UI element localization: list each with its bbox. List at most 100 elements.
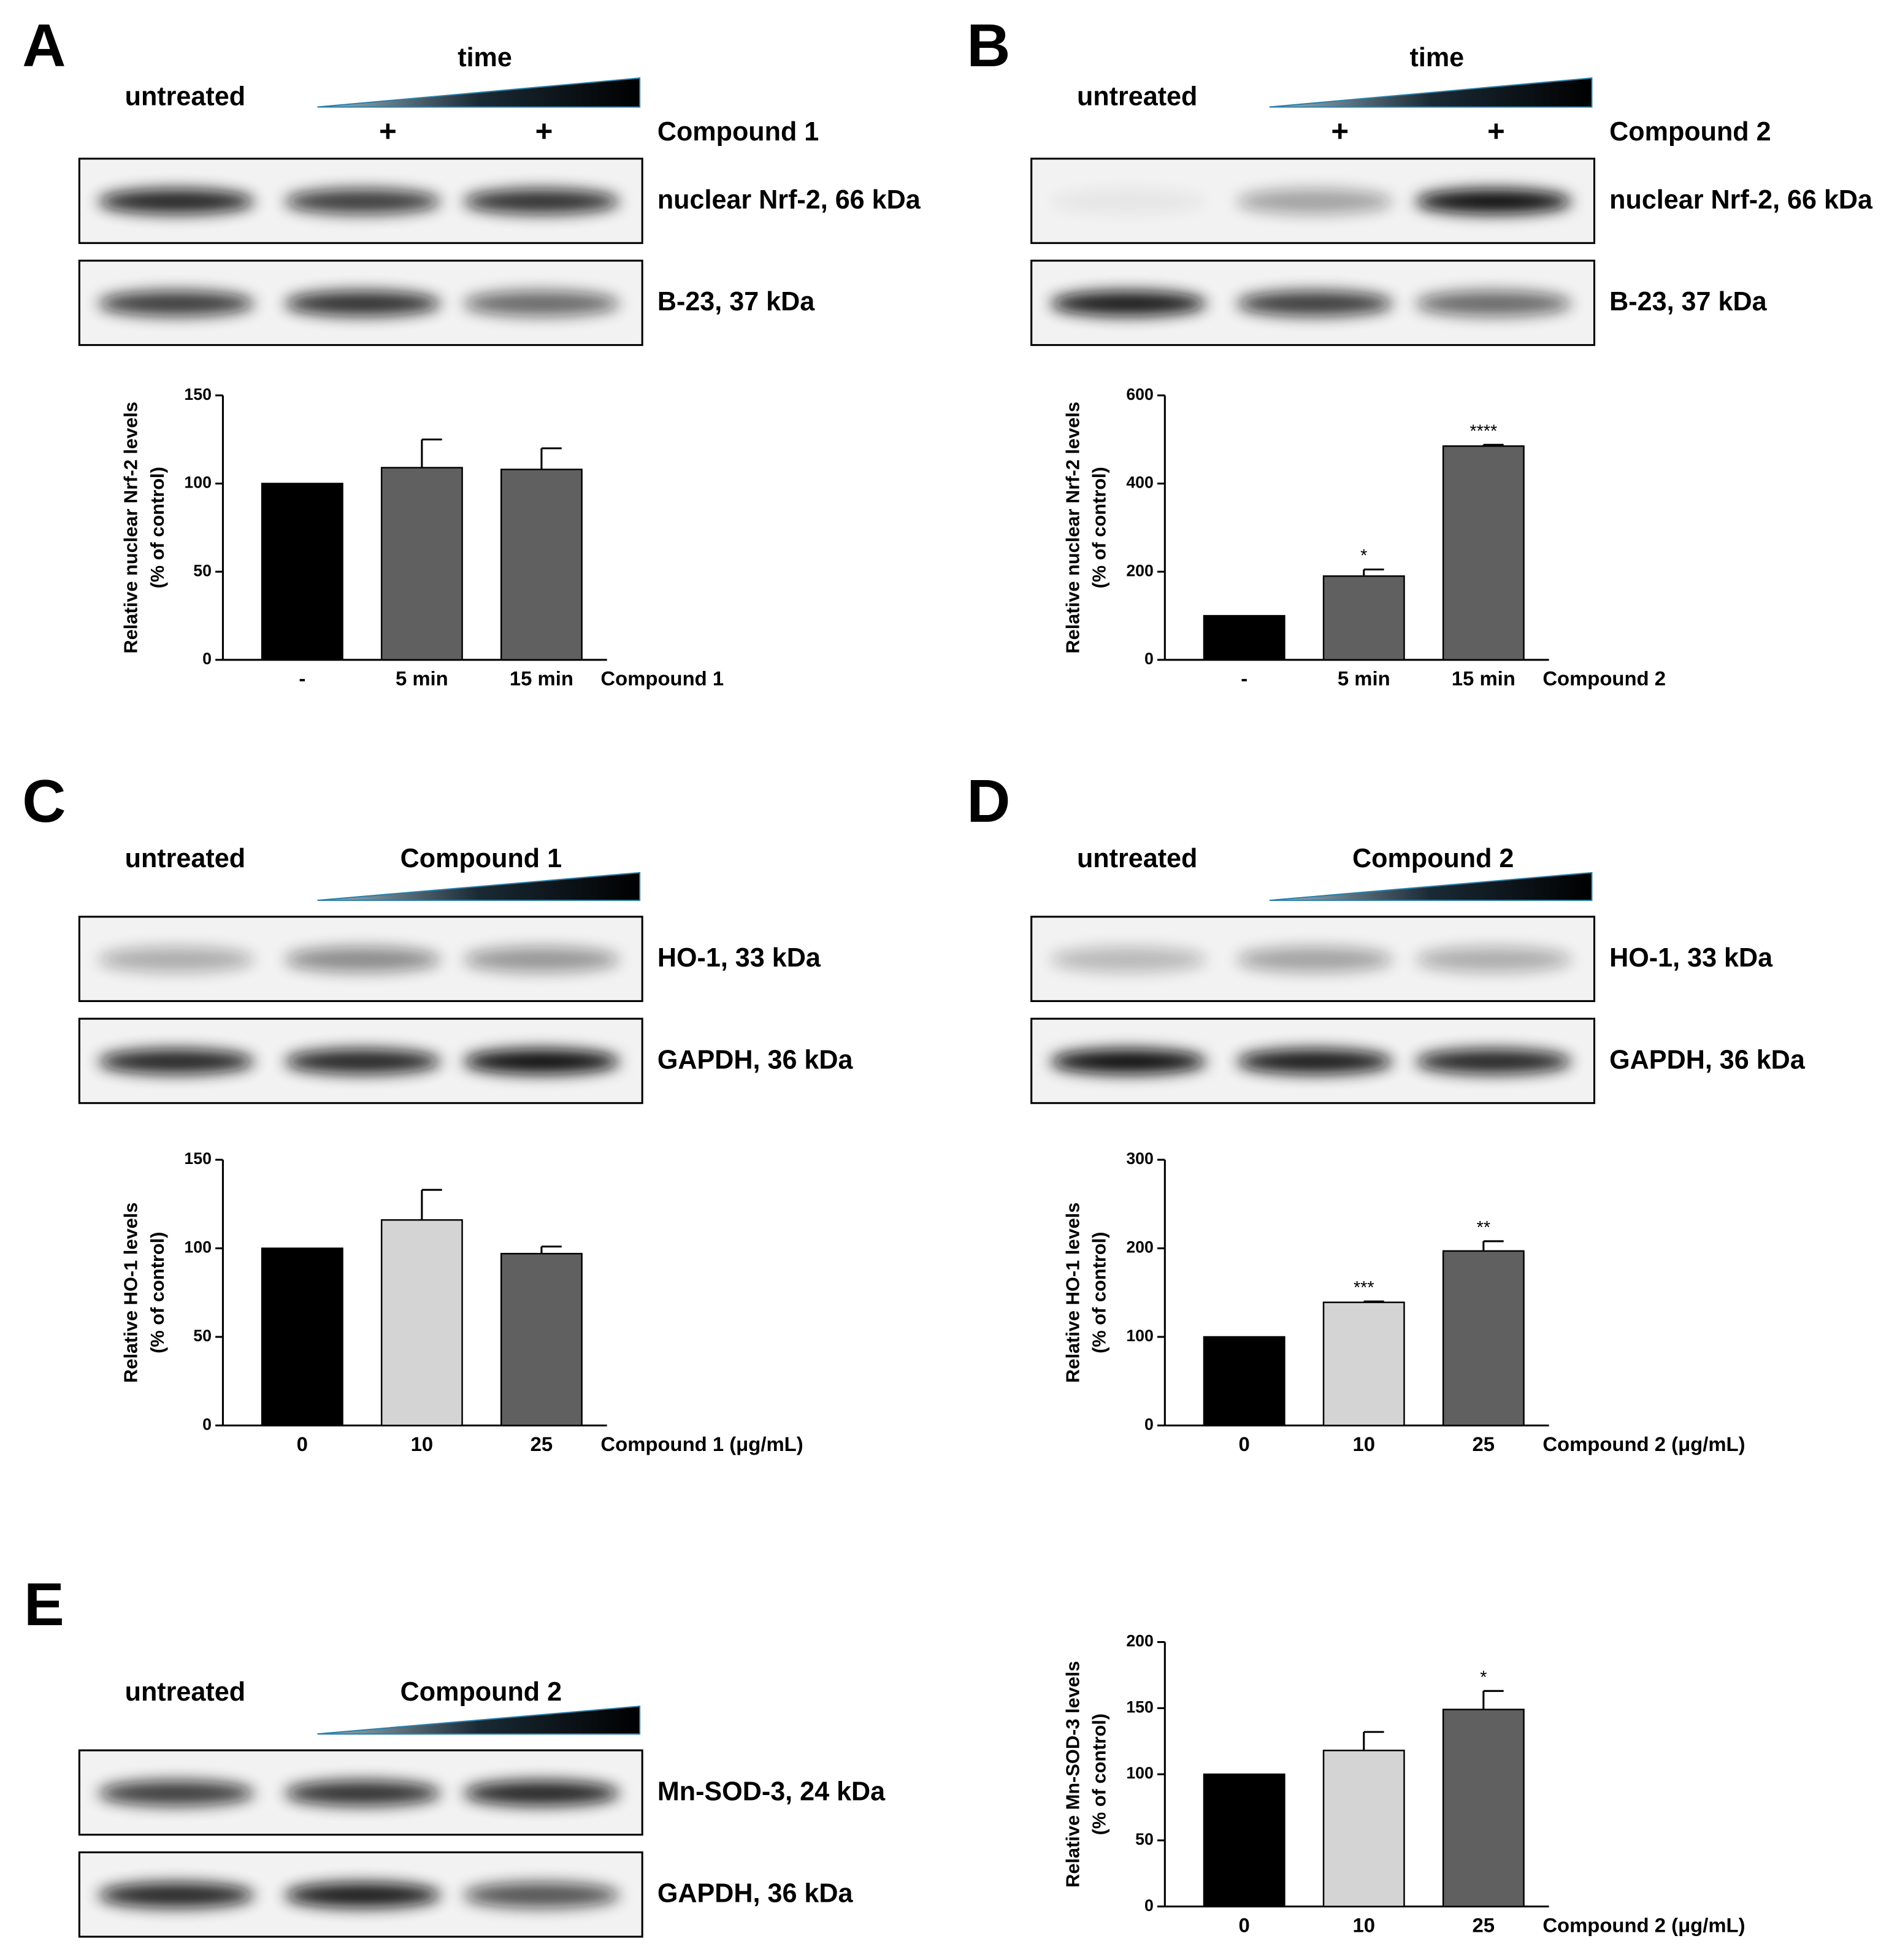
- y-tick-label: 100: [1126, 1764, 1154, 1782]
- blot-band: [285, 1882, 441, 1908]
- gradient-wedge: [1269, 871, 1593, 902]
- significance: *: [1480, 1667, 1487, 1687]
- panel-letter: C: [22, 767, 66, 835]
- band-label: GAPDH, 36 kDa: [657, 1045, 854, 1074]
- blot: [78, 1017, 643, 1104]
- y-tick-label: 50: [193, 1326, 212, 1345]
- significance: **: [1477, 1218, 1490, 1238]
- blot: [78, 1851, 643, 1938]
- time-label: time: [458, 43, 512, 72]
- y-axis-label: Relative nuclear Nrf-2 levels: [120, 402, 142, 654]
- significance: *: [1360, 546, 1367, 566]
- untreated-label: untreated: [125, 82, 245, 112]
- untreated-label: untreated: [125, 844, 245, 873]
- x-tick-label: 0: [1239, 1913, 1250, 1936]
- bar: [500, 469, 583, 661]
- blot-band: [463, 1049, 620, 1074]
- blot-band: [285, 291, 441, 316]
- treatment-label: Compound 1: [657, 117, 819, 147]
- blot: [78, 259, 643, 346]
- blot-band: [98, 291, 255, 316]
- blot: [1030, 158, 1596, 244]
- y-tick-label: 50: [1135, 1830, 1154, 1848]
- blot-band: [285, 1049, 441, 1074]
- blot-band: [463, 188, 620, 215]
- x-tick-label: 25: [531, 1433, 553, 1455]
- plus-mark: +: [379, 115, 397, 148]
- band-label: GAPDH, 36 kDa: [1609, 1045, 1806, 1074]
- gradient-wedge: [317, 1705, 641, 1735]
- blot-band: [98, 947, 255, 973]
- bar: [500, 1252, 583, 1426]
- bar: [380, 1219, 463, 1426]
- blot-band: [463, 291, 620, 316]
- x-tick-label: -: [1241, 667, 1247, 689]
- bar: [261, 483, 343, 661]
- band-label: nuclear Nrf-2, 66 kDa: [1609, 185, 1873, 215]
- blot-band: [1236, 947, 1393, 973]
- bar: [1322, 1301, 1405, 1426]
- blot-band: [1236, 1049, 1393, 1074]
- y-tick-label: 0: [1144, 1896, 1154, 1915]
- y-tick-label: 150: [1126, 1698, 1154, 1716]
- y-tick-label: 200: [1126, 1632, 1154, 1650]
- y-tick-label: 0: [202, 649, 212, 668]
- blot-band: [1415, 291, 1572, 316]
- bar: [1322, 575, 1405, 661]
- band-label: GAPDH, 36 kDa: [657, 1879, 854, 1908]
- x-tick-label: 10: [1352, 1913, 1375, 1936]
- blot-band: [1236, 291, 1393, 316]
- blot-band: [98, 1780, 255, 1806]
- x-axis-label: Compound 1 (μg/mL): [600, 1433, 803, 1455]
- y-tick-label: 400: [1126, 473, 1154, 492]
- blot-band: [1050, 291, 1207, 316]
- panel-letter: A: [22, 12, 66, 79]
- plus-mark: +: [535, 115, 553, 148]
- blot-band: [1415, 947, 1572, 973]
- significance: ***: [1354, 1278, 1374, 1298]
- treatment-label: Compound 1: [400, 844, 562, 873]
- y-tick-label: 0: [202, 1415, 212, 1433]
- y-tick-label: 150: [184, 1149, 212, 1168]
- blot: [78, 1749, 643, 1836]
- y-tick-label: 150: [184, 385, 212, 404]
- panel-letter: B: [967, 12, 1010, 79]
- bar: [1203, 1773, 1286, 1907]
- plus-mark: +: [1487, 115, 1505, 148]
- x-tick-label: 25: [1473, 1433, 1495, 1455]
- x-axis-label: Compound 1: [600, 667, 724, 689]
- x-tick-label: 15 min: [1452, 667, 1515, 689]
- blot-band: [285, 1780, 441, 1806]
- untreated-label: untreated: [125, 1677, 245, 1707]
- panel-letter: E: [24, 1571, 64, 1638]
- y-axis-label: (% of control): [147, 1232, 168, 1353]
- y-axis-label: (% of control): [147, 467, 168, 588]
- x-tick-label: 25: [1473, 1913, 1495, 1936]
- x-tick-label: 0: [1239, 1433, 1250, 1455]
- y-axis-label: (% of control): [1089, 1713, 1110, 1835]
- x-tick-label: 15 min: [510, 667, 573, 689]
- treatment-label: Compound 2: [1352, 844, 1514, 873]
- blot-band: [285, 947, 441, 973]
- y-tick-label: 200: [1126, 561, 1154, 580]
- band-label: nuclear Nrf-2, 66 kDa: [657, 185, 921, 215]
- untreated-label: untreated: [1077, 82, 1197, 112]
- y-axis-label: Relative HO-1 levels: [120, 1203, 142, 1383]
- band-label: Mn-SOD-3, 24 kDa: [657, 1777, 886, 1806]
- blot-band: [1236, 188, 1393, 215]
- blot: [1030, 259, 1596, 346]
- untreated-label: untreated: [1077, 844, 1197, 873]
- blot-band: [1415, 1049, 1572, 1074]
- blot-band: [463, 1882, 620, 1908]
- blot: [1030, 916, 1596, 1002]
- y-axis-label: (% of control): [1089, 467, 1110, 588]
- significance: ****: [1469, 421, 1497, 441]
- band-label: B-23, 37 kDa: [1609, 287, 1767, 316]
- treatment-label: Compound 2: [400, 1677, 562, 1707]
- x-tick-label: 5 min: [396, 667, 448, 689]
- band-label: HO-1, 33 kDa: [657, 943, 821, 973]
- blot-band: [98, 1049, 255, 1074]
- x-axis-label: Compound 2: [1542, 667, 1666, 689]
- blot-band: [1050, 188, 1207, 215]
- y-tick-label: 100: [184, 1238, 212, 1257]
